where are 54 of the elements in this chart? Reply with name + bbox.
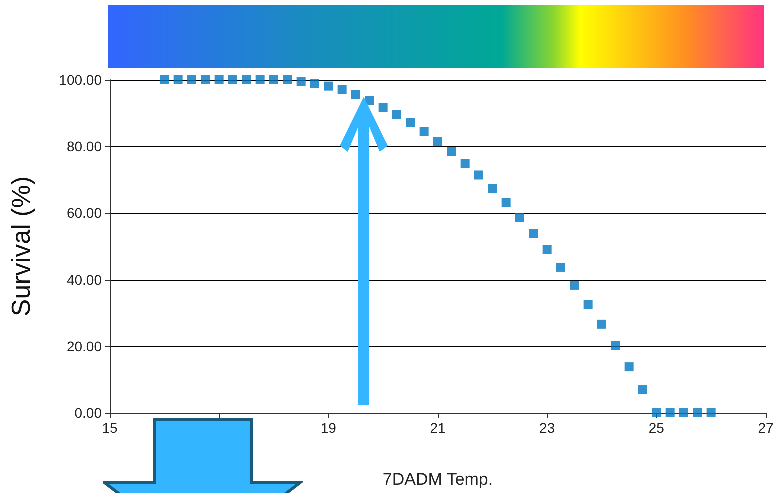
point	[188, 76, 196, 84]
point	[611, 341, 620, 350]
y-tick-label: 40.00	[66, 272, 102, 288]
point	[474, 170, 484, 180]
point	[516, 213, 524, 222]
point	[542, 245, 552, 254]
point	[406, 118, 416, 128]
point	[556, 262, 566, 272]
point	[706, 408, 716, 418]
y-tick-label: 60.00	[66, 205, 102, 222]
point	[680, 408, 688, 418]
y-tick-label: 100.00	[59, 72, 102, 88]
point	[488, 184, 498, 194]
point	[529, 229, 538, 238]
x-tick-label: 27	[758, 420, 774, 436]
point	[652, 408, 662, 418]
point	[666, 408, 675, 418]
point	[447, 147, 456, 156]
x-tick-label: 23	[540, 420, 556, 436]
point	[378, 103, 388, 112]
x-tick-label: 25	[648, 420, 665, 436]
point	[270, 76, 278, 84]
point	[502, 198, 511, 208]
point	[283, 76, 292, 84]
x-tick-label: 19	[320, 420, 337, 436]
point	[434, 137, 442, 146]
point	[570, 280, 580, 290]
point	[256, 76, 265, 84]
x-tick-label: 21	[430, 420, 446, 436]
point	[584, 300, 593, 310]
point	[420, 127, 429, 136]
point	[228, 76, 238, 84]
y-axis-title: Survival (%)	[6, 176, 36, 317]
x-axis-title: 7DADM Temp.	[382, 470, 494, 489]
point	[460, 159, 470, 168]
point	[324, 82, 334, 91]
point	[693, 408, 702, 418]
point	[296, 77, 306, 86]
y-tick-label: 80.00	[66, 138, 102, 155]
point	[352, 90, 360, 100]
point	[201, 76, 210, 84]
point	[624, 362, 634, 372]
y-tick-label: 20.00	[66, 338, 102, 354]
point	[638, 386, 648, 395]
point	[598, 320, 606, 329]
point	[160, 76, 170, 84]
point	[174, 76, 183, 84]
point	[214, 76, 224, 84]
y-tick-label: 0.00	[74, 405, 102, 421]
x-tick-label: 15	[102, 420, 118, 436]
point	[392, 110, 402, 120]
point	[338, 85, 347, 94]
point	[242, 76, 252, 84]
point	[310, 79, 320, 88]
